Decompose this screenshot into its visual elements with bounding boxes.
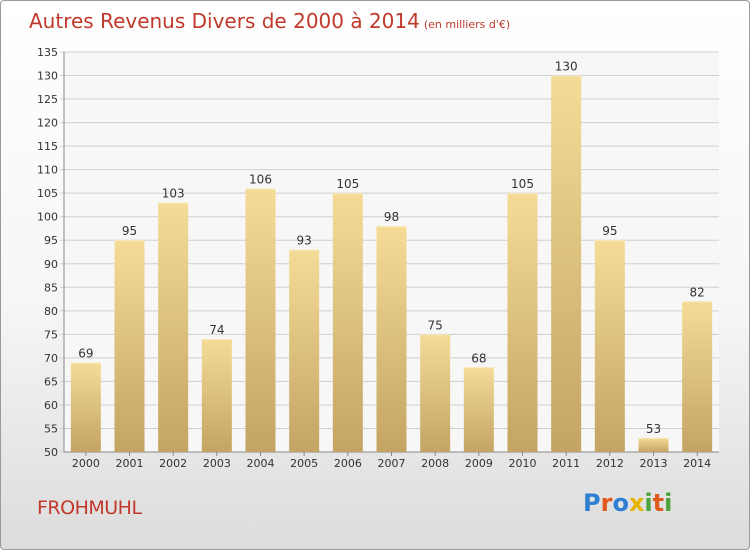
y-tick-label: 105: [37, 187, 58, 200]
bar-2001: [114, 240, 145, 452]
proxiti-logo: Proxiti: [583, 489, 672, 517]
logo-letter: r: [600, 489, 613, 517]
x-tick-label: 2003: [203, 457, 231, 470]
data-label: 105: [511, 177, 534, 191]
x-tick-label: 2000: [72, 457, 100, 470]
x-tick-label: 2010: [509, 457, 537, 470]
data-label: 95: [602, 224, 617, 238]
logo-letter: i: [664, 489, 673, 517]
bar-2002: [158, 202, 189, 452]
y-tick-label: 130: [37, 70, 58, 83]
bar-2010: [507, 193, 538, 453]
x-tick-label: 2005: [290, 457, 318, 470]
chart-title: Autres Revenus Divers de 2000 à 2014 (en …: [29, 9, 510, 33]
data-label: 74: [209, 323, 224, 337]
x-tick-label: 2011: [552, 457, 580, 470]
x-tick-label: 2007: [378, 457, 406, 470]
y-tick-label: 110: [37, 164, 58, 177]
data-label: 95: [122, 224, 137, 238]
y-tick-label: 80: [44, 305, 58, 318]
y-tick-label: 85: [44, 281, 58, 294]
data-label: 69: [78, 347, 93, 361]
bar-2013: [638, 437, 669, 452]
logo-letter: P: [583, 489, 601, 517]
y-tick-label: 115: [37, 140, 58, 153]
chart-unit: (en milliers d'€): [423, 18, 511, 31]
logo-letter: i: [644, 489, 653, 517]
data-label: 68: [471, 351, 486, 365]
y-tick-label: 70: [44, 352, 58, 365]
data-label: 53: [646, 422, 661, 436]
y-tick-label: 55: [44, 422, 58, 435]
y-tick-label: 60: [44, 399, 58, 412]
bar-2011: [551, 75, 582, 452]
x-tick-label: 2012: [596, 457, 624, 470]
y-tick-label: 120: [37, 117, 58, 130]
bar-2012: [594, 240, 625, 452]
y-tick-label: 100: [37, 211, 58, 224]
x-tick-label: 2001: [116, 457, 144, 470]
data-label: 106: [249, 172, 272, 186]
x-tick-label: 2006: [334, 457, 362, 470]
data-label: 103: [162, 187, 185, 201]
y-tick-label: 50: [44, 446, 58, 459]
y-tick-label: 90: [44, 258, 58, 271]
x-tick-label: 2008: [421, 457, 449, 470]
x-tick-label: 2013: [640, 457, 668, 470]
y-tick-label: 95: [44, 234, 58, 247]
x-tick-label: 2004: [247, 457, 275, 470]
data-label: 93: [297, 234, 312, 248]
data-label: 98: [384, 210, 399, 224]
bar-2014: [682, 301, 713, 452]
x-tick-label: 2009: [465, 457, 493, 470]
bar-2005: [289, 249, 320, 452]
data-label: 82: [690, 285, 705, 299]
bar-2009: [463, 367, 494, 452]
x-tick-label: 2002: [159, 457, 187, 470]
data-label: 105: [336, 177, 359, 191]
bar-2000: [70, 362, 101, 452]
bar-2004: [245, 188, 276, 452]
data-label: 75: [428, 318, 443, 332]
bar-2007: [376, 226, 407, 452]
logo-letter: x: [628, 489, 645, 517]
chart-title-text: Autres Revenus Divers de 2000 à 2014: [29, 9, 420, 33]
bar-2008: [420, 334, 451, 452]
y-tick-label: 65: [44, 375, 58, 388]
bar-2003: [201, 339, 232, 452]
bar-2006: [332, 193, 363, 453]
x-tick-label: 2014: [683, 457, 711, 470]
y-tick-label: 135: [37, 46, 58, 59]
logo-letter: t: [652, 489, 665, 517]
commune-name: FROHMUHL: [37, 497, 142, 519]
y-tick-label: 75: [44, 328, 58, 341]
data-label: 130: [555, 60, 578, 74]
logo-letter: o: [612, 489, 629, 517]
y-tick-label: 125: [37, 93, 58, 106]
